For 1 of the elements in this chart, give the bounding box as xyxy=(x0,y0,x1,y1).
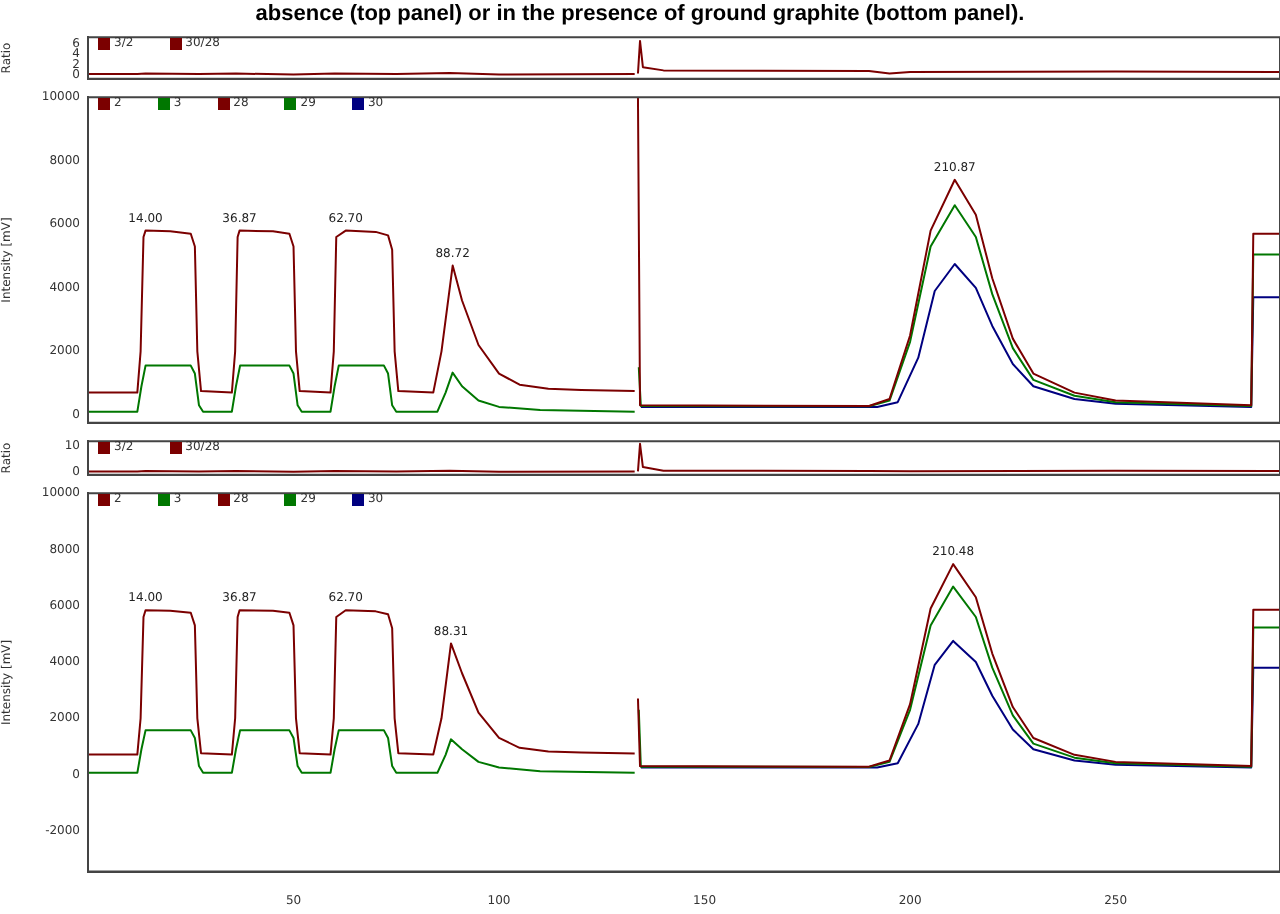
chart-title: absence (top panel) or in the presence of ground graphite (bottom panel). xyxy=(253,0,1027,28)
